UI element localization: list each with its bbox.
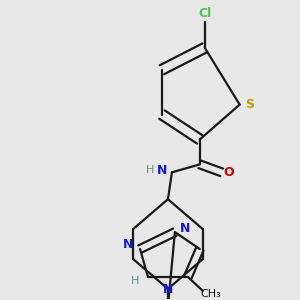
Text: N: N: [180, 222, 190, 235]
Text: S: S: [245, 98, 254, 111]
Text: H: H: [131, 276, 139, 286]
Text: H: H: [146, 165, 154, 175]
Text: CH₃: CH₃: [200, 289, 221, 299]
Text: O: O: [224, 166, 234, 179]
Text: N: N: [163, 284, 173, 296]
Text: N: N: [157, 164, 167, 177]
Text: N: N: [123, 238, 133, 250]
Text: Cl: Cl: [198, 8, 212, 20]
